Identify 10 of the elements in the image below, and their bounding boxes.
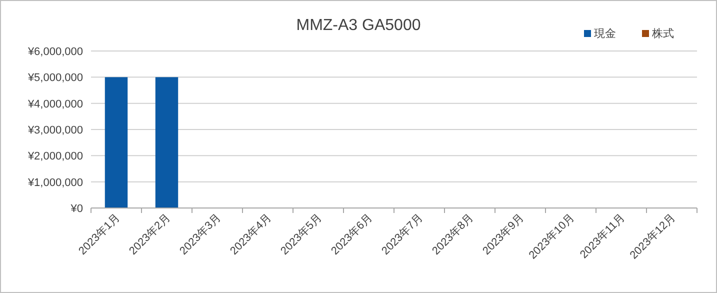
y-tick-label: ¥0 — [70, 203, 83, 215]
legend-label: 株式 — [651, 27, 674, 40]
y-tick-label: ¥4,000,000 — [26, 98, 83, 110]
chart-title: MMZ-A3 GA5000 — [296, 17, 421, 34]
y-tick-label: ¥1,000,000 — [26, 176, 83, 189]
y-tick-label: ¥5,000,000 — [26, 72, 83, 84]
y-tick-label: ¥3,000,000 — [26, 124, 83, 136]
y-tick-label: ¥2,000,000 — [26, 150, 83, 163]
y-tick-label: ¥6,000,000 — [26, 46, 83, 58]
legend-label: 現金 — [594, 28, 616, 40]
